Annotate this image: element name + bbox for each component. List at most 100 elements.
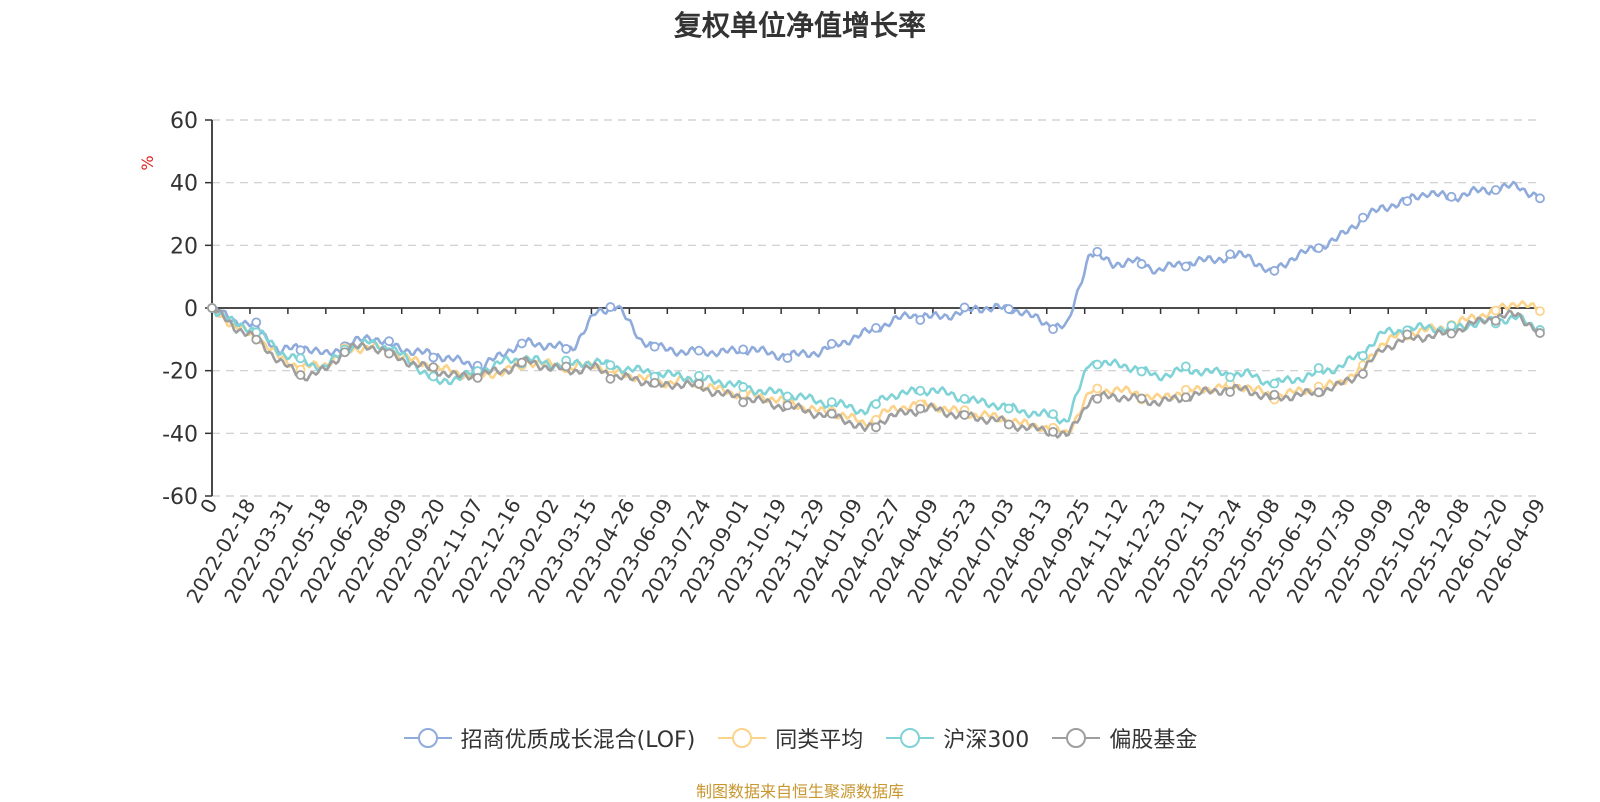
data-point <box>605 373 616 384</box>
data-point <box>1535 306 1545 317</box>
data-point <box>1490 185 1501 195</box>
data-point <box>782 353 793 363</box>
data-point <box>1136 393 1147 404</box>
legend[interactable]: 招商优质成长混合(LOF) 同类平均 沪深300 偏股基金 <box>0 722 1600 754</box>
data-point <box>1003 304 1014 314</box>
legend-marker-icon <box>403 728 452 748</box>
data-point <box>1313 243 1324 253</box>
data-point <box>738 397 749 408</box>
data-point <box>1446 191 1457 202</box>
line-chart: 6040200-20-40-6002022-02-182022-03-31202… <box>138 109 1550 607</box>
data-point <box>738 382 749 392</box>
data-point <box>738 344 749 355</box>
data-point <box>959 302 970 313</box>
data-point <box>1225 372 1236 383</box>
data-point <box>871 422 881 433</box>
data-point <box>472 373 483 383</box>
y-tick-label: -60 <box>162 485 198 510</box>
legend-label: 招商优质成长混合(LOF) <box>460 728 696 753</box>
data-point <box>295 353 306 364</box>
data-point <box>1048 409 1058 420</box>
data-point <box>826 408 837 419</box>
data-point <box>959 393 970 404</box>
data-point <box>295 370 306 380</box>
data-point <box>915 403 926 414</box>
data-point <box>1446 328 1457 339</box>
data-point <box>1180 392 1191 403</box>
data-point <box>1003 403 1014 414</box>
data-point <box>1358 350 1368 361</box>
data-point <box>871 399 881 409</box>
data-point <box>1180 361 1191 372</box>
data-point <box>561 344 572 354</box>
data-point <box>1136 366 1147 377</box>
data-point <box>1269 265 1280 276</box>
data-point <box>1490 305 1501 316</box>
source-note: 制图数据来自恒生聚源数据库 <box>695 782 904 801</box>
data-point <box>1225 249 1236 260</box>
data-point <box>1048 324 1058 335</box>
data-point <box>1358 212 1368 223</box>
data-point <box>694 370 704 381</box>
legend-label: 偏股基金 <box>1109 728 1198 753</box>
series-lines <box>207 180 1545 439</box>
data-point <box>1402 329 1413 340</box>
legend-label: 沪深300 <box>943 728 1030 753</box>
y-tick-label: 20 <box>170 234 198 259</box>
data-point <box>1535 328 1545 338</box>
y-tick-label: 0 <box>184 297 198 322</box>
y-tick-label: -20 <box>162 360 198 385</box>
data-point <box>251 334 262 345</box>
data-point <box>428 352 439 363</box>
data-point <box>207 303 217 313</box>
data-point <box>561 361 572 372</box>
legend-item[interactable]: 偏股基金 <box>1051 722 1197 754</box>
data-point <box>428 362 439 373</box>
data-point <box>871 323 881 333</box>
data-point <box>959 410 970 420</box>
data-point <box>1225 387 1236 397</box>
legend-label: 同类平均 <box>775 728 864 753</box>
data-point <box>339 347 350 358</box>
legend-item[interactable]: 沪深300 <box>885 722 1029 754</box>
data-point <box>1490 315 1501 326</box>
data-point <box>605 302 616 312</box>
data-point <box>516 357 527 368</box>
legend-marker-icon <box>1052 728 1101 748</box>
series-line <box>211 180 1541 372</box>
data-point <box>915 385 926 396</box>
data-point <box>782 400 793 411</box>
data-point <box>1003 419 1014 430</box>
data-point <box>1313 387 1324 398</box>
data-point <box>694 378 704 389</box>
data-point <box>1269 389 1280 400</box>
data-point <box>384 348 394 359</box>
legend-item[interactable]: 招商优质成长混合(LOF) <box>403 722 696 754</box>
data-point <box>295 345 306 356</box>
data-point <box>649 341 660 352</box>
data-point <box>605 360 616 371</box>
data-point <box>1358 369 1368 379</box>
y-axis-unit-label: % <box>138 155 157 170</box>
data-point <box>694 345 704 356</box>
data-point <box>1269 378 1280 389</box>
data-point <box>1092 359 1103 370</box>
x-tick-label: 0 <box>195 495 222 518</box>
chart-title: 复权单位净值增长率 <box>673 9 926 42</box>
y-tick-label: 40 <box>170 172 198 197</box>
data-point <box>1092 383 1103 394</box>
data-point <box>251 317 262 328</box>
data-point <box>826 397 837 407</box>
data-point <box>1313 363 1324 373</box>
data-point <box>428 371 439 382</box>
data-point <box>1180 261 1191 272</box>
axes: 6040200-20-40-6002022-02-182022-03-31202… <box>162 109 1550 607</box>
data-point <box>915 315 926 325</box>
data-point <box>516 338 527 349</box>
legend-item[interactable]: 同类平均 <box>717 722 863 754</box>
legend-marker-icon <box>718 728 767 748</box>
data-point <box>1535 193 1545 204</box>
data-point <box>1048 426 1058 437</box>
data-point <box>649 377 660 388</box>
y-tick-label: -40 <box>162 422 198 447</box>
